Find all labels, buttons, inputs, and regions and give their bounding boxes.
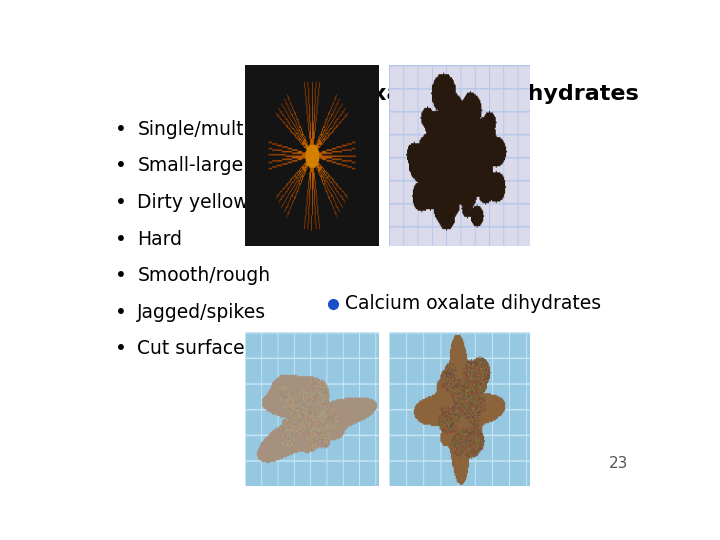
Text: •: •: [114, 157, 127, 176]
Text: •: •: [114, 193, 127, 212]
Text: Smooth/rough: Smooth/rough: [138, 266, 271, 285]
Text: •: •: [114, 230, 127, 248]
Text: Small-large: Small-large: [138, 157, 243, 176]
Text: •: •: [114, 303, 127, 322]
Text: •: •: [114, 266, 127, 285]
Text: 23: 23: [609, 456, 629, 471]
Text: Cut surface-laminated: Cut surface-laminated: [138, 339, 346, 359]
Text: Calcium oxalate monohydrates: Calcium oxalate monohydrates: [250, 84, 639, 104]
Text: Single/multiple: Single/multiple: [138, 120, 277, 139]
Text: Jagged/spikes: Jagged/spikes: [138, 303, 266, 322]
Text: Dirty yellow/brown: Dirty yellow/brown: [138, 193, 313, 212]
Text: Calcium oxalate dihydrates: Calcium oxalate dihydrates: [345, 294, 601, 313]
Text: Hard: Hard: [138, 230, 182, 248]
Text: •: •: [114, 339, 127, 359]
Text: •: •: [114, 120, 127, 139]
